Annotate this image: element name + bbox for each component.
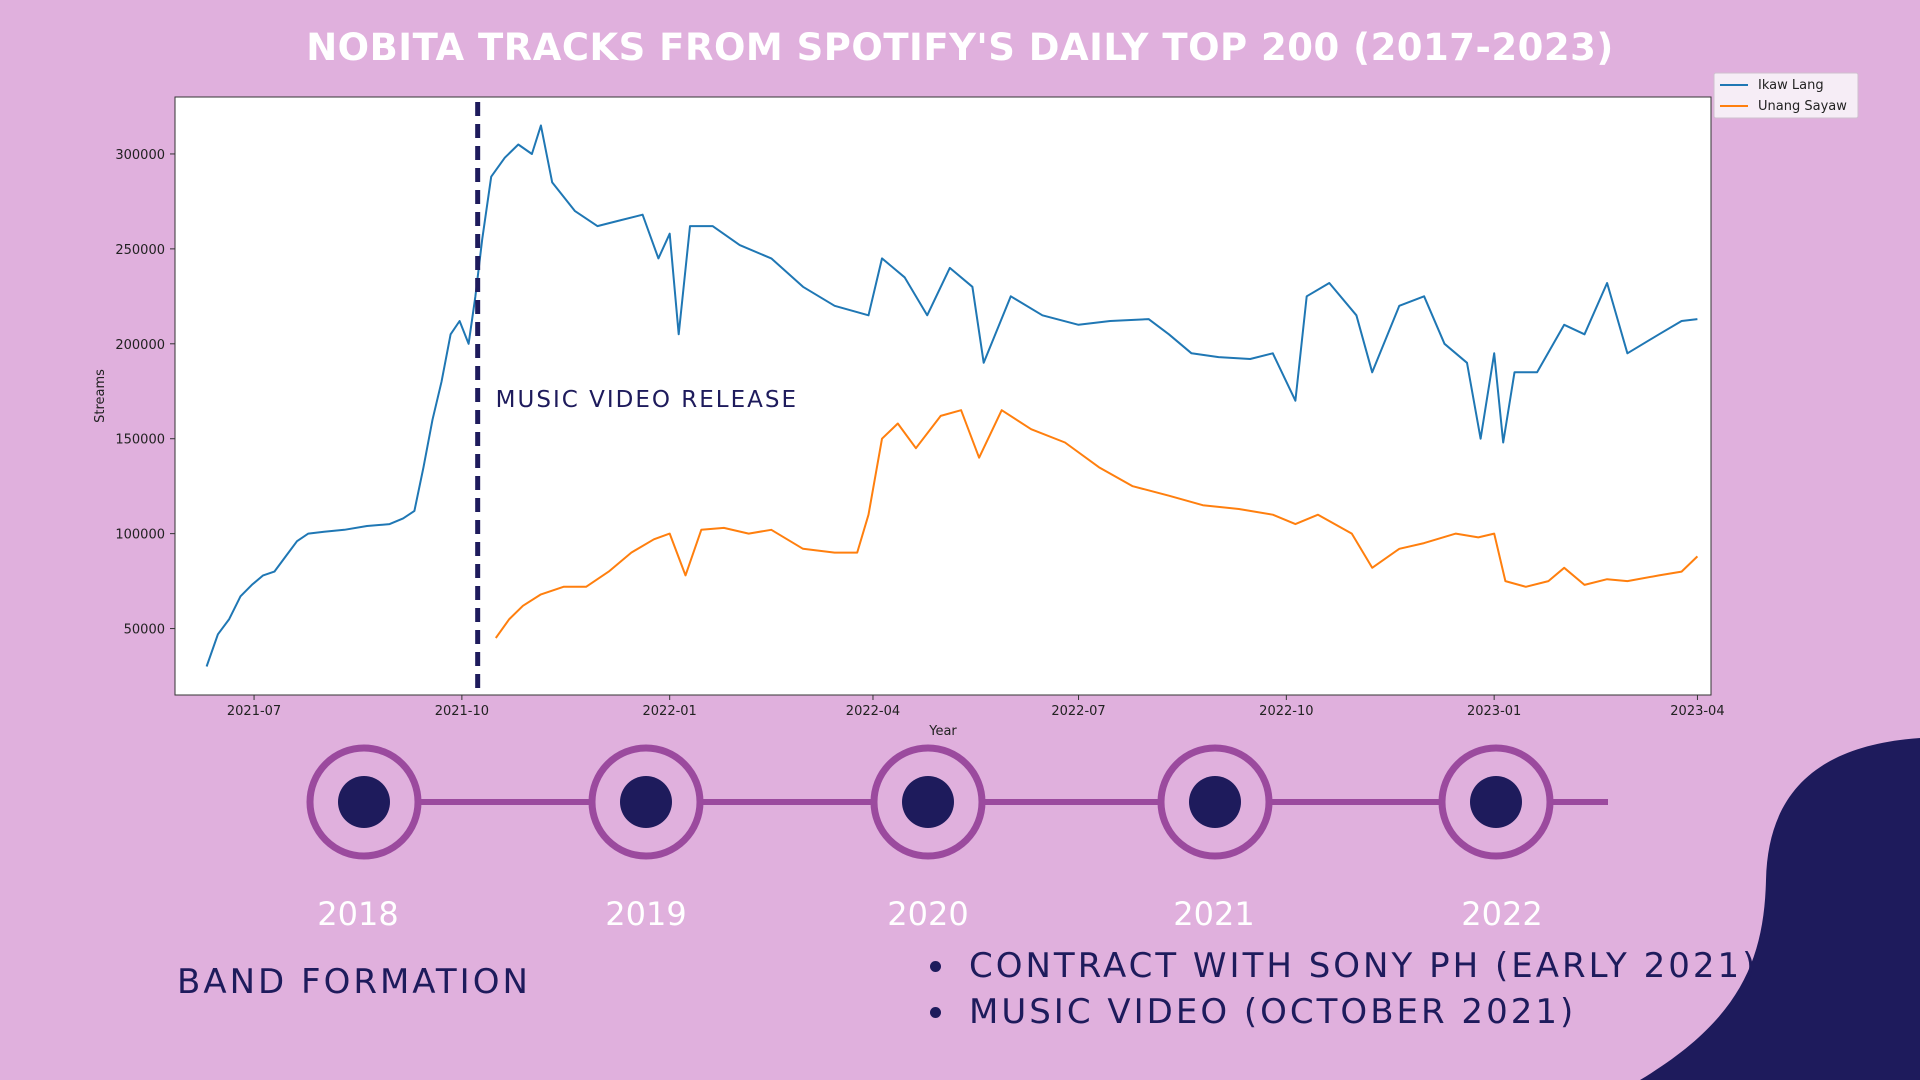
y-axis-ticks: 50000 100000 150000 200000 250000 300000 xyxy=(115,148,175,638)
timeline-node-2021 xyxy=(1157,744,1273,860)
band-formation-note: BAND FORMATION xyxy=(177,962,531,1002)
x-axis-label: Year xyxy=(928,724,957,739)
note-item: MUSIC VIDEO (OCTOBER 2021) xyxy=(930,989,1758,1035)
bullet-icon xyxy=(930,1006,941,1018)
x-tick-label: 2021-10 xyxy=(435,704,489,719)
legend: Ikaw Lang Unang Sayaw xyxy=(1713,72,1859,119)
timeline-node-2020 xyxy=(870,744,986,860)
page-title: NOBITA TRACKS FROM SPOTIFY'S DAILY TOP 2… xyxy=(306,26,1614,69)
timeline-node-2019 xyxy=(588,744,704,860)
timeline xyxy=(306,744,1608,860)
series-group xyxy=(205,124,1699,667)
series-line-unang-sayaw xyxy=(494,409,1699,639)
series-line-ikaw-lang xyxy=(205,124,1698,667)
y-tick-label: 300000 xyxy=(115,148,165,163)
y-tick-label: 150000 xyxy=(115,433,165,448)
timeline-year-2020: 2020 xyxy=(887,895,969,933)
timeline-year-2019: 2019 xyxy=(605,895,687,933)
x-tick-label: 2022-07 xyxy=(1051,704,1105,719)
plot-area xyxy=(174,96,1712,696)
timeline-year-2022: 2022 xyxy=(1461,895,1543,933)
x-tick-label: 2022-01 xyxy=(643,704,697,719)
y-tick-label: 50000 xyxy=(124,623,165,638)
music-video-release-label: MUSIC VIDEO RELEASE xyxy=(496,387,798,413)
y-tick-label: 200000 xyxy=(115,338,165,353)
note-item: CONTRACT WITH SONY PH (EARLY 2021) xyxy=(930,943,1758,989)
timeline-notes: CONTRACT WITH SONY PH (EARLY 2021) MUSIC… xyxy=(930,943,1758,1035)
timeline-year-2021: 2021 xyxy=(1173,895,1255,933)
bullet-icon xyxy=(930,960,941,972)
x-tick-label: 2022-10 xyxy=(1259,704,1313,719)
legend-label-unang-sayaw: Unang Sayaw xyxy=(1758,99,1847,114)
timeline-node-2022 xyxy=(1438,744,1554,860)
x-tick-label: 2023-01 xyxy=(1467,704,1521,719)
x-tick-label: 2023-04 xyxy=(1670,704,1724,719)
y-tick-label: 100000 xyxy=(115,528,165,543)
note-text-music-video: MUSIC VIDEO (OCTOBER 2021) xyxy=(969,992,1577,1032)
note-text-contract: CONTRACT WITH SONY PH (EARLY 2021) xyxy=(969,946,1759,986)
x-tick-label: 2022-04 xyxy=(846,704,900,719)
y-axis-label: Streams xyxy=(93,369,108,423)
timeline-year-2018: 2018 xyxy=(317,895,399,933)
x-axis-ticks: 2021-07 2021-10 2022-01 2022-04 2022-07 2022-… xyxy=(227,695,1725,719)
legend-label-ikaw-lang: Ikaw Lang xyxy=(1758,78,1824,93)
timeline-node-2018 xyxy=(306,744,422,860)
y-tick-label: 250000 xyxy=(115,243,165,258)
x-tick-label: 2021-07 xyxy=(227,704,281,719)
